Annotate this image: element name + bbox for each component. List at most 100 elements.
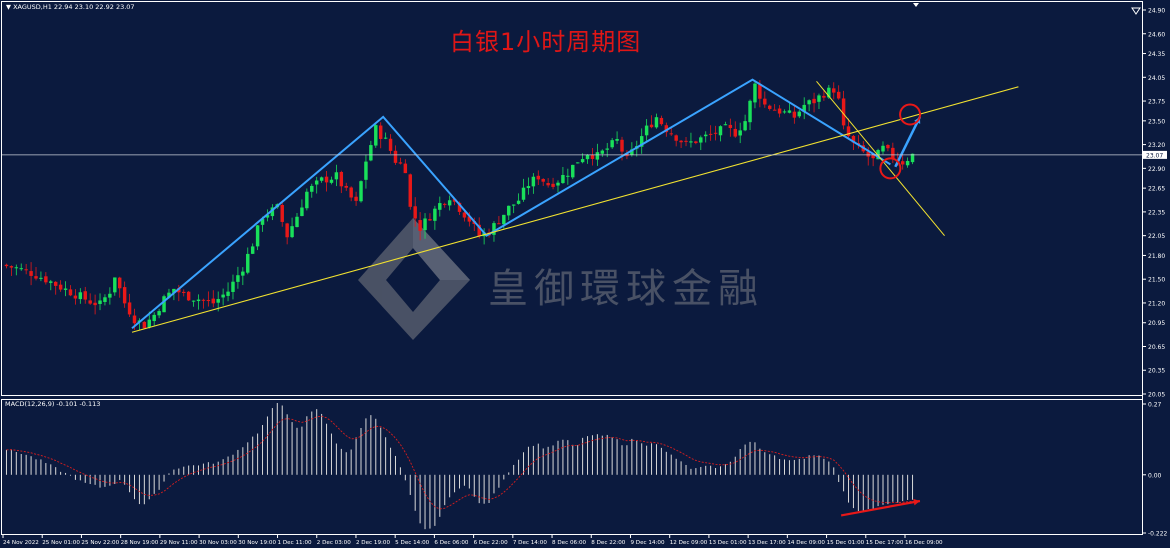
time-tick-label: 14 Dec 09:00 [787,540,825,546]
time-tick-label: 9 Dec 14:00 [630,540,665,546]
candle-body [73,295,78,299]
candle-body [270,207,275,217]
candle-body [147,319,151,328]
candle-body [733,128,737,137]
candle-body [157,311,161,316]
chart-shift-icon[interactable] [1131,7,1141,15]
candle-body [108,293,112,298]
candle-body [782,111,787,113]
candle-body [817,95,821,102]
candle-body [502,214,506,225]
candle-body [649,124,654,128]
time-axis: 24 Nov 2022 25 Nov 01:00 25 Nov 22:00 28 No… [2,535,943,546]
candle-body [408,174,412,207]
candle-body [58,284,63,290]
candle-body [324,176,329,183]
time-tick-label: 13 Dec 01:00 [709,540,747,546]
time-tick-label: 8 Dec 22:00 [591,540,626,546]
candle-body [319,177,324,181]
candle-body [206,300,211,302]
time-tick-label: 25 Nov 01:00 [42,540,80,546]
candle-body [339,172,344,187]
candle-body [255,225,260,247]
candle-body [763,98,767,105]
symbol-info: ▼ XAGUSD,H1 22.94 23.10 22.92 23.07 [6,3,135,11]
red-divergence-arrow [840,499,921,517]
candle-body [900,161,905,165]
candle-body [531,176,536,187]
candle-body [152,314,156,322]
candle-body [117,277,122,289]
candle-body [477,224,481,236]
candle-body [639,136,644,147]
candle-body [334,172,339,180]
candle-body [98,300,102,304]
candle-body [644,125,649,136]
candle-body [600,150,605,154]
candle-body [418,220,422,231]
candle-body [787,110,792,113]
candle-body [753,83,757,103]
price-tick-label: 22.35 [1148,209,1165,216]
candle-body [851,135,856,143]
price-tick-label: 20.95 [1148,320,1165,327]
candle-body [812,98,816,104]
time-tick-label: 15 Dec 17:00 [866,540,904,546]
candle-body [886,144,890,149]
candle-body [871,155,875,159]
candle-body [521,187,526,200]
candle-body [654,117,659,128]
candle-body [280,204,284,222]
candle-body [53,281,58,286]
candle-body [305,191,309,209]
price-tick-label: 23.50 [1148,118,1165,125]
candle-body [507,205,511,216]
candle-body [14,267,19,269]
time-tick-label: 7 Dec 14:00 [513,540,548,546]
price-tick-label: 24.90 [1148,8,1165,15]
candle-body [571,164,575,178]
candle-body [196,299,201,302]
price-tick-label: 23.20 [1148,142,1165,149]
candle-body [369,145,373,161]
candle-body [497,223,501,225]
candle-body [359,181,363,202]
candle-body [9,266,14,268]
time-tick-label: 2 Dec 03:00 [317,540,352,546]
candle-body [113,277,117,293]
candle-body [29,271,33,276]
candle-body [423,218,427,231]
candle-body [738,130,742,136]
candlesticks [4,80,915,331]
candle-body [447,200,452,206]
candle-body [669,133,673,135]
candle-body [674,135,678,141]
chart-title: 白银1小时周期图 [450,28,642,56]
candle-body [83,291,87,300]
candle-body [428,219,432,221]
candle-body [191,300,196,302]
arrow-head-icon [913,498,920,506]
candle-body [615,138,619,141]
candle-body [177,288,181,293]
candle-body [433,208,437,221]
scroll-marker-icon[interactable] [913,3,919,7]
candle-body [438,203,442,210]
candle-body [575,162,580,164]
candle-body [241,271,245,276]
candle-body [364,161,368,180]
candle-body [300,207,304,217]
candle-body [841,98,846,126]
candle-body [49,281,53,283]
candle-body [295,216,299,228]
candle-body [703,134,708,137]
candle-body [216,299,220,303]
candle-body [802,104,806,112]
candle-body [605,148,609,150]
candle-body [314,180,319,185]
candle-body [398,162,403,164]
candle-body [792,111,797,118]
candle-body [260,218,265,225]
candle-body [172,288,176,293]
time-tick-label: 13 Dec 17:00 [748,540,786,546]
